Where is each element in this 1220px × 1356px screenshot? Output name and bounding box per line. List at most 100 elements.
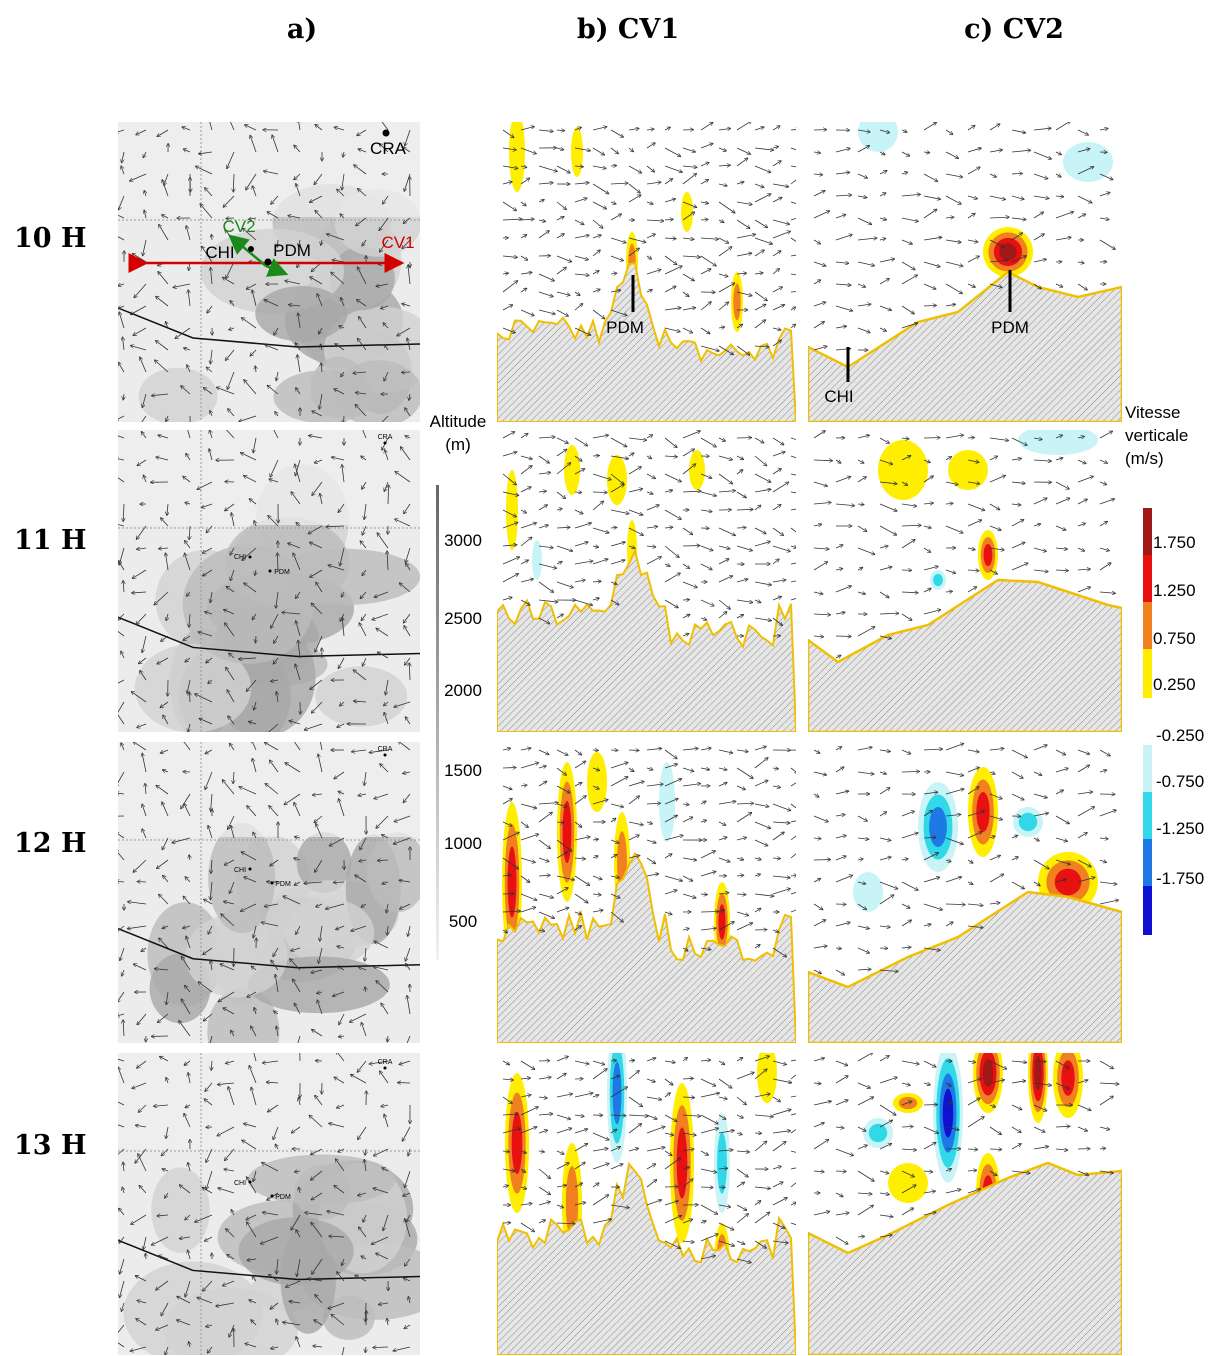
wind-arrow xyxy=(316,582,323,593)
wind-arrow xyxy=(296,184,301,197)
wind-arrow xyxy=(923,237,941,241)
wind-arrow xyxy=(130,173,147,181)
wind-arrow xyxy=(250,349,257,356)
wind-arrow xyxy=(772,231,790,239)
wind-arrow xyxy=(1055,152,1061,154)
wind-arrow xyxy=(835,172,849,174)
wind-arrow xyxy=(310,542,323,549)
panel xyxy=(118,742,420,1043)
wind-arrow xyxy=(1033,128,1051,130)
wind-arrow xyxy=(271,613,279,628)
column-header: c) CV2 xyxy=(964,14,1064,45)
altitude-unit: (m) xyxy=(445,435,470,454)
wind-arrow xyxy=(502,219,522,220)
wind-arrow xyxy=(137,459,147,465)
wind-arrow xyxy=(134,283,147,297)
wind-arrow xyxy=(754,320,765,329)
wind-arrow xyxy=(118,701,125,713)
wind-arrow xyxy=(754,437,764,443)
wind-arrow xyxy=(362,481,367,489)
wind-arrow xyxy=(502,305,512,311)
wind-arrow xyxy=(380,239,389,252)
wind-arrow xyxy=(118,363,125,373)
wind-arrow xyxy=(610,183,628,184)
wind-arrow xyxy=(225,503,235,511)
wind-arrow xyxy=(247,283,257,289)
wind-arrow xyxy=(184,149,191,153)
wind-arrow xyxy=(772,340,781,347)
wind-arrow xyxy=(592,235,601,239)
contour xyxy=(607,455,627,505)
wind-arrow xyxy=(354,701,367,702)
wind-arrow xyxy=(297,355,301,373)
wind-arrow xyxy=(592,250,600,257)
wind-arrow xyxy=(118,129,125,133)
wind-arrow xyxy=(1077,129,1088,135)
wind-arrow xyxy=(228,409,235,417)
wind-arrow xyxy=(189,693,190,703)
wind-arrow xyxy=(143,239,147,255)
wind-arrow xyxy=(121,166,125,175)
wind-arrow xyxy=(166,613,168,620)
wind-arrow xyxy=(610,214,621,221)
wind-arrow xyxy=(159,548,169,549)
wind-arrow xyxy=(1033,195,1049,198)
wind-arrow xyxy=(813,302,825,307)
wind-arrow xyxy=(502,201,516,211)
wind-arrow xyxy=(288,216,301,219)
wind-arrow xyxy=(265,345,279,351)
wind-arrow xyxy=(188,290,190,307)
contour xyxy=(868,1123,888,1143)
wind-arrow xyxy=(247,679,257,691)
wind-arrow xyxy=(813,280,820,285)
contour xyxy=(983,543,993,567)
wind-arrow xyxy=(502,129,514,137)
wind-arrow xyxy=(397,327,411,336)
wind-arrow xyxy=(253,437,257,452)
wind-arrow xyxy=(592,219,603,228)
wind-arrow xyxy=(144,475,146,483)
wind-arrow xyxy=(790,307,796,310)
wind-arrow xyxy=(556,267,566,275)
wind-arrow xyxy=(923,173,937,181)
wind-arrow xyxy=(334,389,345,395)
wind-arrow xyxy=(186,226,191,241)
wind-arrow xyxy=(628,195,641,203)
wind-arrow xyxy=(144,191,146,197)
wind-arrow xyxy=(311,603,323,615)
wind-arrow xyxy=(682,431,700,439)
wind-arrow xyxy=(205,188,213,197)
wind-arrow xyxy=(857,217,871,224)
wind-arrow xyxy=(610,1060,616,1061)
wind-arrow xyxy=(592,127,607,131)
wind-arrow xyxy=(358,189,367,197)
wind-arrow xyxy=(945,261,963,266)
wind-arrow xyxy=(381,415,389,422)
wind-arrow xyxy=(628,147,633,152)
wind-arrow xyxy=(274,327,279,335)
wind-arrow xyxy=(320,494,322,505)
wind-arrow xyxy=(901,217,918,221)
wind-arrow xyxy=(185,503,191,504)
wind-arrow xyxy=(989,195,1005,199)
wind-arrow xyxy=(772,328,781,330)
wind-arrow xyxy=(272,135,279,153)
wind-arrow xyxy=(879,129,889,133)
wind-arrow xyxy=(700,122,713,131)
wind-arrow xyxy=(718,437,725,441)
terrain-shade xyxy=(134,643,252,732)
wind-arrow xyxy=(967,1149,977,1150)
wind-arrow xyxy=(790,147,796,151)
wind-arrow xyxy=(199,152,213,154)
label: CRA xyxy=(378,434,393,441)
wind-arrow xyxy=(244,380,257,395)
wind-arrow xyxy=(1055,212,1073,219)
wind-arrow xyxy=(835,215,846,219)
wind-arrow xyxy=(628,237,646,242)
wind-arrow xyxy=(203,569,213,576)
wind-arrow xyxy=(574,274,589,275)
wind-arrow xyxy=(664,165,682,172)
wind-arrow xyxy=(700,911,718,912)
wind-arrow xyxy=(343,151,344,157)
wind-arrow xyxy=(223,278,235,285)
